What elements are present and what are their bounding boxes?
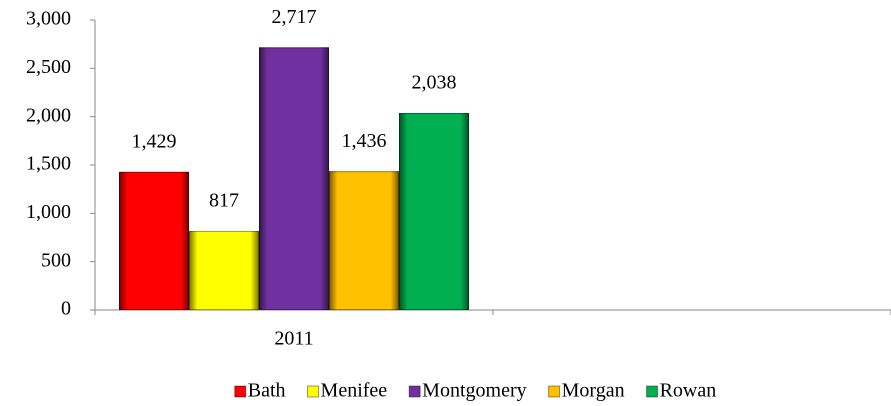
- y-tick-label: 0: [61, 298, 71, 320]
- legend-label: Montgomery: [422, 380, 526, 402]
- bar-shade: [329, 171, 399, 310]
- data-label: 1,436: [342, 130, 387, 152]
- legend-label: Menifee: [321, 380, 388, 402]
- data-label: 817: [209, 190, 239, 212]
- legend-swatch: [408, 385, 421, 398]
- legend-swatch: [307, 385, 320, 398]
- bar-shade: [259, 47, 329, 311]
- legend-swatch: [548, 385, 561, 398]
- legend-label: Morgan: [562, 380, 625, 402]
- legend-swatch: [234, 385, 247, 398]
- data-label: 1,429: [132, 130, 177, 152]
- bar-outline: [259, 47, 329, 311]
- legend-label: Rowan: [660, 380, 717, 402]
- y-tick-label: 3,000: [26, 8, 71, 30]
- x-tick-label: 2011: [274, 328, 313, 350]
- y-tick-label: 500: [41, 249, 71, 271]
- y-tick-label: 1,500: [26, 153, 71, 175]
- y-tick-label: 2,500: [26, 56, 71, 78]
- y-tick-label: 2,000: [26, 104, 71, 126]
- data-label: 2,717: [272, 6, 317, 28]
- bar-outline: [329, 171, 399, 310]
- legend-swatch: [646, 385, 659, 398]
- bar-outline: [119, 171, 189, 310]
- legend-label: Bath: [248, 380, 286, 402]
- bar-shade: [189, 231, 259, 310]
- bar-shade: [399, 112, 469, 310]
- data-label: 2,038: [412, 72, 457, 94]
- bar-outline: [399, 112, 469, 310]
- bar-shade: [119, 171, 189, 310]
- bar-outline: [189, 231, 259, 310]
- y-tick-label: 1,000: [26, 201, 71, 223]
